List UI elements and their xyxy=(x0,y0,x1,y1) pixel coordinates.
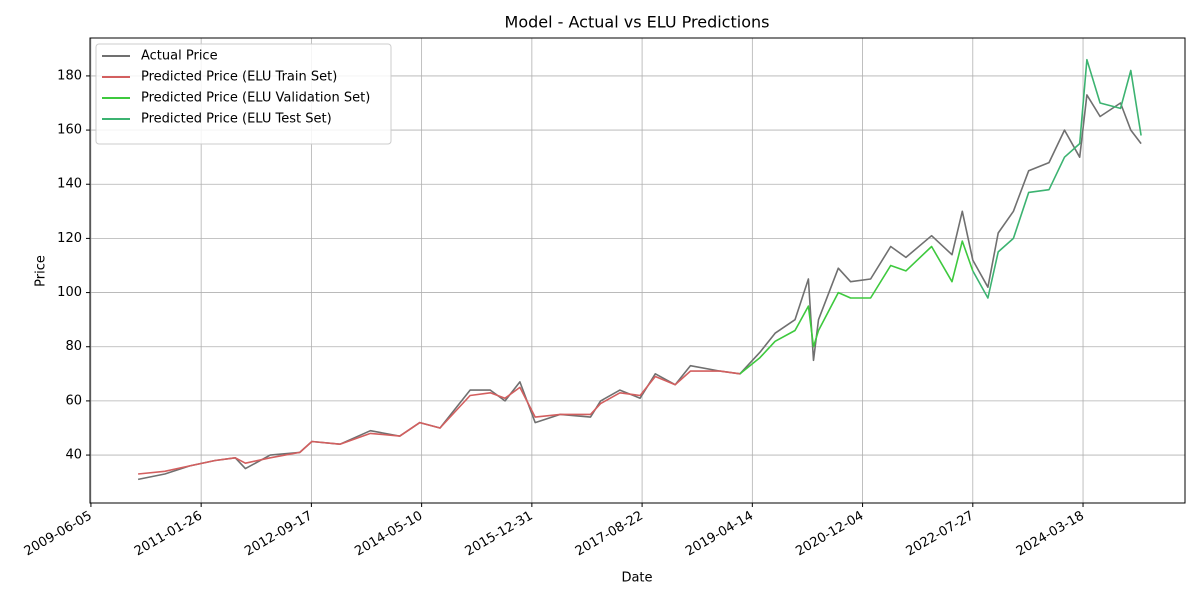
x-tick-label: 2012-09-17 xyxy=(242,509,315,560)
y-tick-label: 60 xyxy=(65,393,82,408)
x-tick-label: 2009-06-05 xyxy=(22,509,95,560)
series-line xyxy=(739,240,974,375)
x-tick-label: 2014-05-10 xyxy=(352,509,425,560)
x-tick-label: 2020-12-04 xyxy=(793,509,866,560)
y-tick-label: 100 xyxy=(57,285,82,300)
y-tick-label: 140 xyxy=(57,177,82,192)
y-tick-label: 40 xyxy=(65,448,82,463)
series-line xyxy=(972,58,1142,299)
x-tick-label: 2011-01-26 xyxy=(132,509,205,560)
legend-label: Predicted Price (ELU Test Set) xyxy=(141,112,332,127)
y-tick-label: 120 xyxy=(57,231,82,246)
y-tick-label: 180 xyxy=(57,68,82,83)
plot-frame xyxy=(89,37,1186,504)
x-tick-label: 2019-04-14 xyxy=(683,509,756,560)
legend-box xyxy=(95,43,392,145)
chart-title: Model - Actual vs ELU Predictions xyxy=(505,13,770,32)
legend-label: Predicted Price (ELU Validation Set) xyxy=(141,91,370,106)
x-tick-label: 2022-07-27 xyxy=(904,509,977,560)
y-tick-label: 160 xyxy=(57,123,82,138)
legend-label: Actual Price xyxy=(141,49,218,64)
legend: Actual Price Predicted Price (ELU Train S… xyxy=(95,43,392,145)
y-tick-label: 80 xyxy=(65,339,82,354)
x-tick-label: 2015-12-31 xyxy=(463,509,536,560)
y-axis-label: Price xyxy=(34,255,49,287)
x-tick-label: 2024-03-18 xyxy=(1014,509,1087,560)
series-line xyxy=(138,370,741,475)
x-tick-label: 2017-08-22 xyxy=(573,509,646,560)
x-axis-label: Date xyxy=(621,571,652,586)
legend-label: Predicted Price (ELU Train Set) xyxy=(141,70,337,85)
